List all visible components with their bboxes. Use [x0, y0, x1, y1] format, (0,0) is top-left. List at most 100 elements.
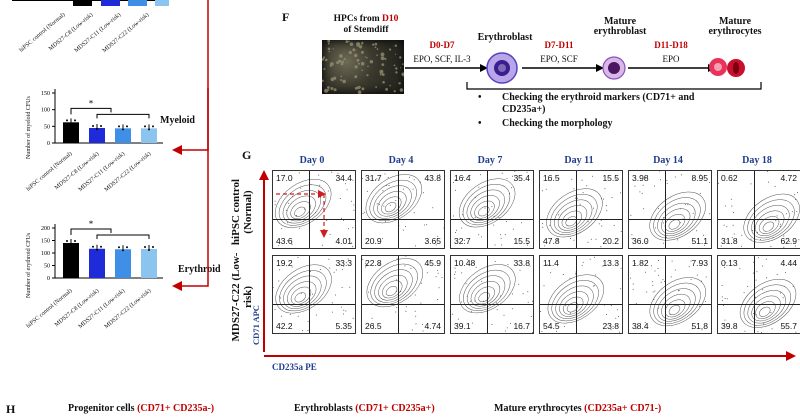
quadrant-value-ul: 16.4: [454, 173, 471, 183]
event-dot: [281, 228, 283, 230]
dashed-guide: [276, 190, 328, 238]
event-dot: [410, 267, 412, 269]
cell-dot: [398, 82, 401, 85]
chart0-point-3-0: [144, 125, 146, 128]
cell-dot: [348, 40, 350, 43]
contour-ring: [747, 199, 795, 241]
event-dot: [460, 301, 462, 303]
event-dot: [657, 208, 659, 209]
event-dot: [532, 332, 533, 333]
event-dot: [761, 332, 763, 333]
event-dot: [287, 222, 289, 224]
event-dot: [501, 244, 503, 246]
event-dot: [371, 317, 373, 319]
event-dot: [526, 171, 528, 173]
quadrant-value-ll: 20.9: [365, 236, 382, 246]
event-dot: [454, 179, 456, 181]
cell-dot: [364, 56, 366, 58]
event-dot: [274, 308, 276, 310]
event-dot: [495, 302, 497, 304]
event-dot: [666, 236, 667, 238]
event-dot: [763, 323, 765, 325]
event-dot: [542, 226, 544, 228]
cell-dot: [324, 58, 328, 62]
event-dot: [285, 209, 287, 211]
event-dot: [654, 185, 656, 187]
event-dot: [595, 238, 597, 240]
event-dot: [557, 238, 558, 240]
event-dot: [474, 300, 476, 302]
event-dot: [493, 224, 495, 226]
cell-dot: [354, 75, 358, 79]
event-dot: [281, 315, 283, 317]
chart0-point-1-2: [100, 125, 102, 127]
event-dot: [289, 313, 291, 315]
cell-dot: [379, 69, 384, 74]
event-dot: [353, 209, 355, 211]
event-dot: [278, 269, 280, 271]
event-dot: [404, 265, 406, 267]
event-dot: [755, 279, 757, 281]
quadrant-vline: [487, 256, 488, 333]
contour-ring: [649, 277, 706, 327]
quadrant-value-ur: 13.3: [602, 258, 619, 268]
event-dot: [741, 234, 743, 236]
contour-ring: [664, 299, 686, 318]
quadrant-value-ul: 10.48: [454, 258, 476, 268]
event-dot: [287, 240, 289, 242]
contour-ring: [653, 282, 701, 324]
quadrant-value-ur: 43.8: [424, 173, 441, 183]
cell-dot: [323, 68, 326, 70]
event-dot: [307, 330, 309, 331]
contour-ring: [759, 306, 771, 317]
contour-ring: [478, 292, 490, 303]
quadrant-vline: [665, 171, 666, 248]
event-dot: [329, 267, 331, 269]
event-dot: [331, 302, 333, 304]
event-dot: [505, 330, 506, 332]
event-dot: [343, 219, 344, 221]
panel-h-letter: H: [6, 402, 16, 416]
event-dot: [278, 280, 280, 282]
quadrant-hline: [451, 219, 533, 220]
event-dot: [701, 280, 702, 282]
event-dot: [352, 246, 354, 248]
contour-ring: [369, 179, 417, 221]
quadrant-value-ur: 35.4: [513, 173, 530, 183]
cell-dot: [372, 43, 375, 46]
cell-dot: [340, 79, 343, 81]
contour-ring: [286, 195, 316, 222]
quadrant-value-ur: 34.4: [335, 173, 352, 183]
event-dot: [300, 292, 302, 294]
event-dot: [463, 176, 465, 178]
event-dot: [429, 260, 431, 262]
cell-dot: [354, 65, 358, 69]
event-dot: [792, 285, 794, 287]
event-dot: [598, 223, 600, 225]
chart0-bar-2: [115, 128, 131, 143]
event-dot: [548, 179, 549, 181]
event-dot: [506, 177, 508, 179]
quadrant-value-ll: 36.0: [632, 236, 649, 246]
contour-ring: [762, 221, 775, 232]
erythroid-chart: 0 50 100 150 200 *: [41, 220, 163, 282]
event-dot: [499, 295, 501, 297]
row-label-control: hiPSC control (Normal): [230, 178, 254, 246]
cell-dot: [369, 60, 374, 64]
event-dot: [362, 212, 364, 214]
quadrant-vline: [398, 256, 399, 333]
flow-plot-r0-d1: 31.7 43.8 20.9 3.65: [361, 170, 445, 249]
contour-ring: [554, 199, 593, 233]
event-dot: [367, 264, 368, 266]
quadrant-vline: [576, 256, 577, 333]
quadrant-value-ur: 4.72: [780, 173, 797, 183]
event-dot: [350, 200, 352, 202]
event-dot: [382, 190, 384, 192]
event-dot: [343, 265, 345, 267]
quadrant-vline: [309, 171, 310, 248]
event-dot: [366, 190, 368, 192]
event-dot: [512, 228, 514, 230]
event-dot: [772, 237, 774, 238]
event-dot: [454, 273, 456, 275]
event-dot: [541, 330, 543, 332]
